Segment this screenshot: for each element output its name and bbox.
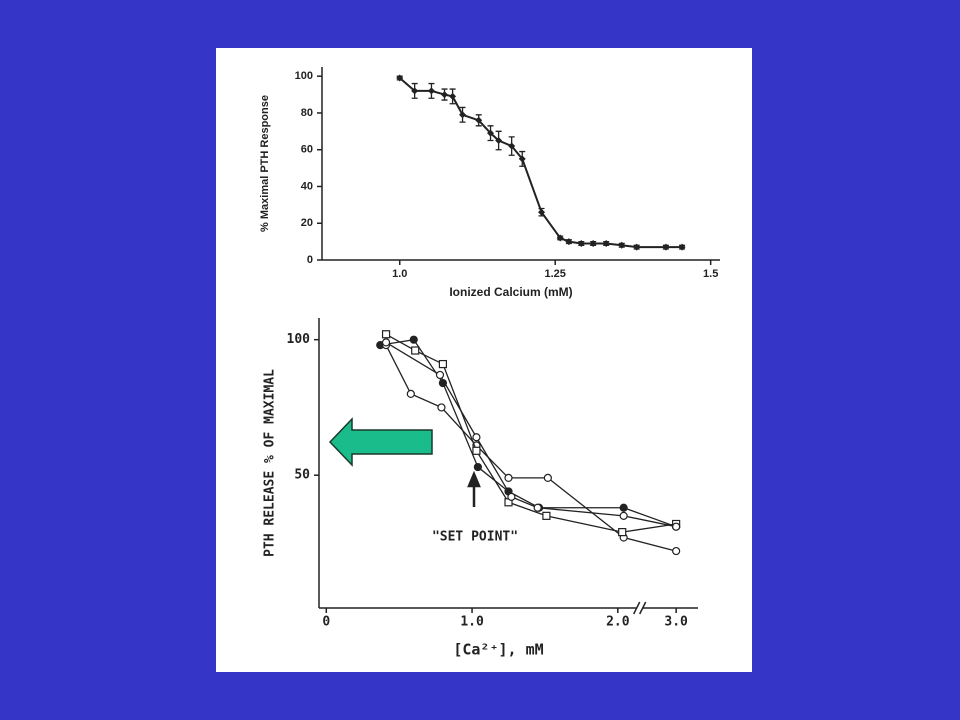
marker: [427, 87, 435, 95]
marker: [495, 137, 503, 145]
marker: [618, 241, 626, 249]
figure-panel: [216, 48, 752, 672]
marker: [556, 234, 564, 242]
green-arrow: [328, 417, 433, 467]
annotation: "SET POINT": [432, 530, 518, 545]
marker: [449, 92, 457, 100]
y-tick-label: 20: [301, 217, 313, 229]
marker: [409, 335, 418, 344]
y-axis-label: % Maximal PTH Response: [259, 95, 271, 232]
marker: [589, 239, 597, 247]
y-tick-label: 80: [301, 107, 313, 119]
marker: [619, 503, 628, 512]
series-line: [385, 333, 677, 533]
x-tick-label: 1.0: [460, 615, 484, 630]
marker: [507, 492, 516, 501]
x-tick-label: 0: [322, 615, 330, 630]
marker: [538, 208, 546, 216]
y-axis-label: PTH RELEASE % OF MAXIMAL: [263, 369, 278, 557]
marker: [508, 142, 516, 150]
marker: [438, 359, 448, 369]
y-tick-label: 100: [295, 70, 313, 82]
marker: [633, 243, 641, 251]
marker: [381, 338, 391, 347]
marker: [672, 522, 681, 531]
marker: [396, 74, 404, 82]
axis-break: [633, 601, 647, 615]
marker: [475, 116, 483, 124]
x-tick-label: 1.5: [703, 268, 718, 280]
series-line: [385, 344, 677, 552]
y-tick-label: 0: [307, 254, 313, 266]
y-tick-label: 50: [294, 468, 310, 483]
marker: [542, 511, 551, 520]
marker: [618, 528, 627, 537]
marker: [459, 111, 467, 119]
marker: [619, 511, 628, 520]
x-tick-label: 1.25: [544, 268, 565, 280]
y-tick-label: 60: [301, 144, 313, 156]
marker: [602, 239, 610, 247]
marker: [565, 238, 573, 246]
marker: [381, 330, 391, 339]
marker: [411, 346, 420, 355]
set-point-arrow: [467, 470, 481, 507]
y-tick-label: 40: [301, 180, 313, 192]
x-axis-label: [Ca²⁺], mM: [453, 641, 543, 659]
marker: [472, 433, 481, 442]
marker: [533, 503, 542, 512]
marker: [518, 155, 526, 163]
marker: [411, 87, 419, 95]
marker: [441, 91, 449, 99]
x-tick-label: 3.0: [664, 615, 688, 630]
marker: [504, 473, 513, 483]
chart: 0 20 40 60 80 100 1.0 1.25 1.5 % Maximal PTH Resp…: [259, 67, 720, 299]
marker: [435, 370, 445, 380]
marker: [487, 129, 495, 137]
x-axis-label: Ionized Calcium (mM): [449, 285, 572, 299]
marker: [437, 403, 446, 412]
marker: [672, 546, 681, 556]
chart: 50 100 0 1.0 2.0 3.0 PTH RELEASE % OF MAXIMAL […: [263, 318, 698, 659]
marker: [678, 243, 686, 251]
marker: [577, 239, 585, 247]
marker: [406, 389, 415, 398]
x-tick-label: 2.0: [606, 615, 630, 630]
x-tick-label: 1.0: [392, 268, 407, 280]
marker: [472, 446, 481, 455]
marker: [662, 243, 670, 251]
marker: [543, 473, 552, 483]
y-tick-label: 100: [287, 332, 311, 347]
marker: [473, 462, 482, 472]
